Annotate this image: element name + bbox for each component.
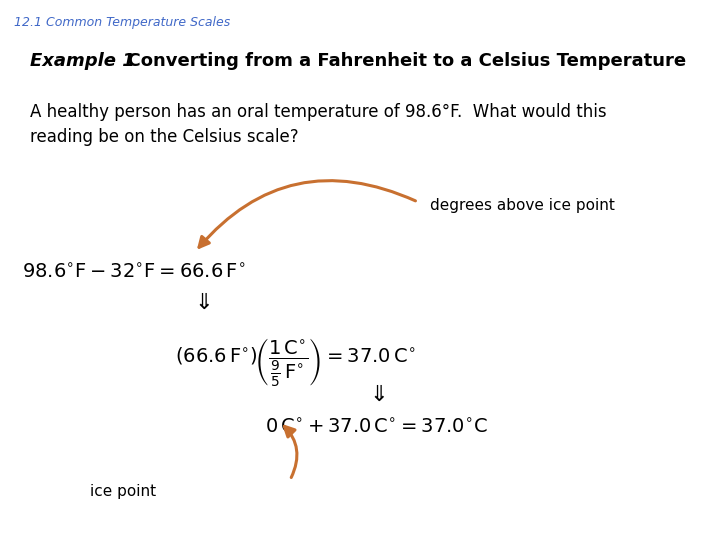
Text: Example 1: Example 1: [30, 52, 135, 70]
Text: $\mathsf{0\,C^{\circ}+37.0\,C^{\circ}=37.0^{\circ}C}$: $\mathsf{0\,C^{\circ}+37.0\,C^{\circ}=37…: [265, 418, 488, 437]
Text: ice point: ice point: [90, 484, 156, 499]
Text: 12.1 Common Temperature Scales: 12.1 Common Temperature Scales: [14, 16, 230, 29]
Text: $\mathsf{98.6}^{\circ}\mathsf{F}-\mathsf{32}^{\circ}\mathsf{F}=\mathsf{66.6\,F}^: $\mathsf{98.6}^{\circ}\mathsf{F}-\mathsf…: [22, 263, 246, 282]
Text: $\Downarrow$: $\Downarrow$: [190, 293, 210, 313]
Text: $\mathsf{\left(66.6\,F^{\circ}\right)}\!\left(\dfrac{\mathsf{1\,C^{\circ}}}{\mat: $\mathsf{\left(66.6\,F^{\circ}\right)}\!…: [175, 336, 415, 388]
Text: Converting from a Fahrenheit to a Celsius Temperature: Converting from a Fahrenheit to a Celsiu…: [115, 52, 686, 70]
Text: $\Downarrow$: $\Downarrow$: [365, 385, 385, 405]
Text: degrees above ice point: degrees above ice point: [430, 198, 615, 213]
Text: reading be on the Celsius scale?: reading be on the Celsius scale?: [30, 128, 299, 146]
Text: A healthy person has an oral temperature of 98.6°F.  What would this: A healthy person has an oral temperature…: [30, 103, 607, 121]
